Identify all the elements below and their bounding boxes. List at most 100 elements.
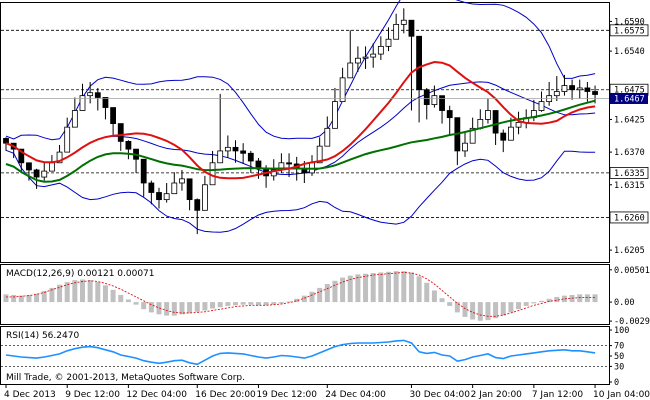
candle-body — [400, 19, 407, 25]
candle — [247, 150, 254, 173]
candle — [156, 187, 162, 209]
candle-body — [492, 110, 499, 134]
macd-histogram-bar — [355, 274, 361, 303]
candle — [240, 143, 247, 164]
candle-body — [553, 91, 560, 97]
candle — [561, 74, 568, 96]
candle — [515, 111, 522, 135]
candle-body — [423, 89, 430, 105]
candle-body — [377, 45, 384, 55]
candle-body — [408, 19, 415, 37]
macd-histogram-bar — [49, 287, 55, 303]
candle-body — [64, 126, 71, 153]
candle-body — [592, 91, 598, 95]
candle-body — [485, 110, 491, 120]
candle — [87, 82, 94, 104]
rsi-tick-label: 100 — [614, 326, 629, 336]
candle-body — [194, 199, 201, 211]
macd-histogram-bar — [584, 294, 590, 303]
macd-tick-label: 0.00 — [614, 298, 634, 308]
macd-histogram-bar — [493, 302, 499, 319]
candle-body — [156, 192, 162, 201]
macd-histogram-bar — [301, 295, 307, 303]
macd-histogram-bar — [516, 302, 522, 310]
price-tick-label: 1.6590 — [614, 17, 645, 27]
candle-body — [393, 23, 400, 40]
time-tick-label: 10 Jan 04:00 — [593, 390, 650, 400]
macd-histogram-bar — [118, 295, 124, 303]
rsi-tick-label: 70 — [614, 342, 624, 352]
candle-body — [56, 151, 63, 164]
macd-histogram-bar — [477, 302, 483, 321]
price-tick-label: 1.6205 — [614, 246, 645, 256]
current-price-label: 1.6467 — [614, 94, 645, 104]
macd-histogram-bar — [531, 302, 537, 304]
macd-tick-label: -0.00295 — [614, 317, 650, 327]
macd-histogram-bar — [378, 272, 384, 303]
candle-body — [87, 92, 94, 97]
candle — [201, 175, 208, 211]
candle — [439, 95, 445, 124]
macd-histogram-bar — [508, 302, 514, 313]
macd-histogram-bar — [57, 284, 63, 303]
candle-body — [186, 178, 193, 201]
candle — [94, 87, 101, 111]
candle-body — [286, 162, 292, 165]
candle-body — [316, 145, 323, 164]
macd-histogram-bar — [363, 273, 369, 303]
macd-panel — [0, 264, 610, 325]
time-tick-label: 12 Dec 04:00 — [126, 390, 187, 400]
macd-histogram-bar — [317, 287, 323, 303]
candle — [592, 85, 598, 104]
candle — [41, 162, 48, 181]
macd-histogram-bar — [11, 295, 17, 303]
candle — [232, 140, 239, 163]
candle — [110, 107, 116, 136]
bollinger-upper-line — [5, 0, 596, 141]
macd-histogram-bar — [286, 301, 292, 303]
macd-histogram-bar — [95, 282, 101, 303]
macd-histogram-bar — [408, 272, 414, 303]
macd-histogram-bar — [217, 302, 223, 308]
level-label: 1.6475 — [614, 86, 645, 96]
macd-histogram-bar — [125, 299, 131, 303]
candle-body — [33, 169, 40, 178]
price-tick-label: 1.6425 — [614, 115, 645, 125]
macd-histogram-bar — [141, 302, 147, 310]
candle — [431, 85, 438, 108]
macd-histogram-bar — [248, 302, 254, 305]
candle-body — [469, 127, 476, 144]
level-label-box — [609, 24, 649, 37]
macd-title: MACD(12,26,9) 0.00121 0.00071 — [6, 269, 155, 279]
macd-histogram-bar — [416, 276, 422, 303]
candle-body — [354, 57, 361, 64]
macd-histogram-bar — [240, 302, 246, 305]
candle-body — [125, 141, 132, 150]
candle-body — [224, 146, 231, 152]
candle — [186, 178, 193, 211]
candle-body — [79, 95, 86, 111]
candle — [64, 117, 71, 153]
candle — [125, 140, 132, 160]
macd-histogram-bar — [263, 302, 269, 306]
candle-body — [362, 56, 369, 59]
macd-histogram-bar — [470, 302, 476, 320]
candle-body — [515, 122, 522, 128]
candle — [462, 131, 468, 157]
candle-body — [507, 126, 514, 141]
macd-histogram-bar — [102, 285, 108, 303]
candle — [354, 46, 361, 72]
candle — [385, 27, 392, 52]
time-tick-label: 7 Jan 12:00 — [532, 390, 584, 400]
candle — [33, 168, 40, 189]
candle — [140, 158, 147, 197]
time-tick-label: 16 Dec 20:00 — [195, 390, 256, 400]
macd-histogram-bar — [424, 282, 430, 303]
time-tick-label: 30 Dec 04:00 — [409, 390, 470, 400]
candle — [224, 135, 231, 159]
macd-plot — [3, 271, 598, 321]
candle-body — [416, 35, 423, 91]
candle — [217, 93, 224, 164]
candle-body — [439, 95, 445, 111]
candle-body — [179, 178, 185, 184]
